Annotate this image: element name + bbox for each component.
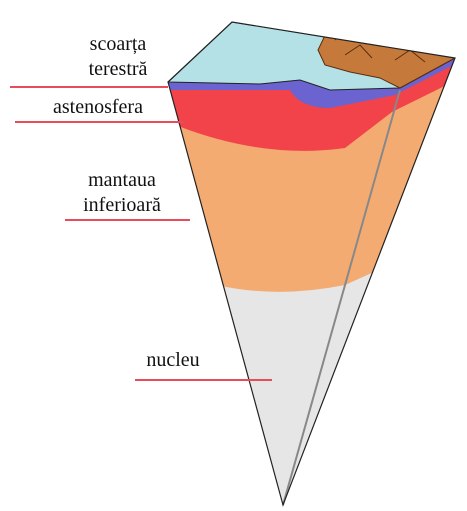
label: scoarța <box>90 33 147 55</box>
wedge <box>0 0 467 511</box>
label: terestră <box>89 58 148 80</box>
label: inferioară <box>83 194 161 216</box>
earth-layers-diagram: scoarța terestră astenosfera mantaua inf… <box>0 0 467 511</box>
label: nucleu <box>146 349 199 371</box>
label: astenosfera <box>53 96 143 118</box>
label: mantaua <box>88 169 156 191</box>
